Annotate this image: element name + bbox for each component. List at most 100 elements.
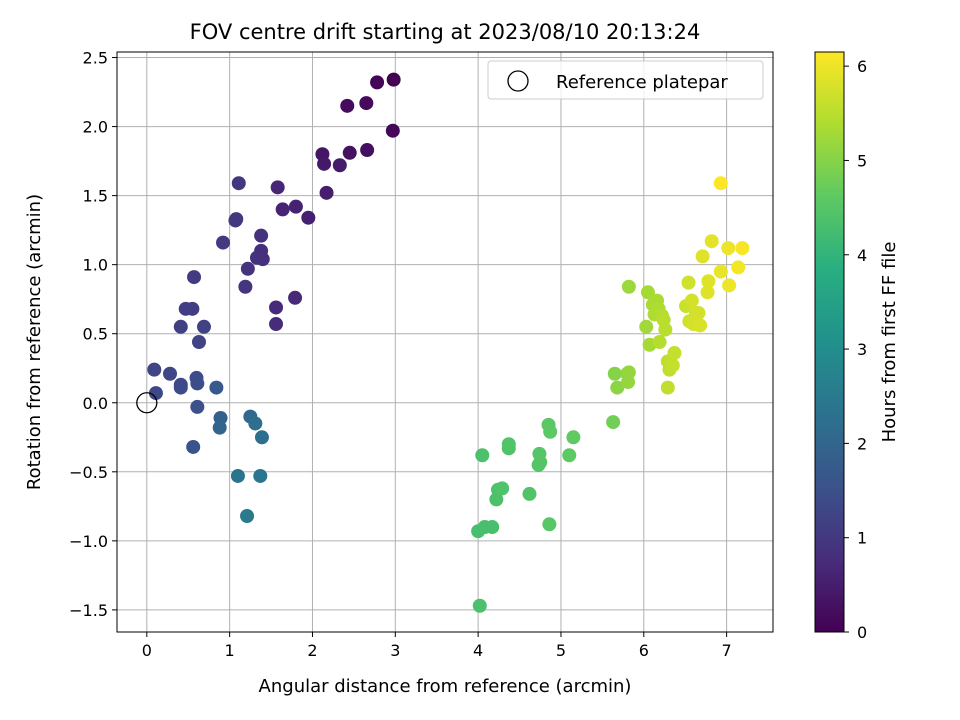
data-point [607, 366, 622, 381]
data-point [196, 319, 211, 334]
y-tick-label: 2.0 [83, 118, 108, 137]
data-point [667, 346, 682, 361]
reference-platepar-marker [136, 392, 158, 414]
data-point [230, 468, 245, 483]
data-point [701, 274, 716, 289]
data-point [190, 376, 205, 391]
data-point [370, 75, 385, 90]
data-point [562, 448, 577, 463]
data-point [621, 279, 636, 294]
colorbar-gradient [814, 51, 845, 633]
data-point [721, 241, 736, 256]
grid-lines [117, 52, 773, 632]
colorbar: 0 1 2 3 4 5 6 Hours from first FF file [814, 51, 900, 642]
colorbar-tick-label: 5 [857, 151, 867, 170]
data-point [543, 424, 558, 439]
data-point [713, 264, 728, 279]
data-point [693, 318, 708, 333]
data-point [173, 319, 188, 334]
data-point [216, 235, 231, 250]
plot-frame [116, 51, 774, 633]
colorbar-tick-label: 2 [857, 434, 867, 453]
legend-box [487, 60, 764, 100]
data-point [532, 446, 547, 461]
data-point [681, 275, 696, 290]
colorbar-tick-label: 0 [857, 623, 867, 642]
data-point [640, 285, 655, 300]
data-point [186, 439, 201, 454]
x-tick-label: 1 [225, 641, 235, 660]
data-point [301, 210, 316, 225]
data-point [475, 448, 490, 463]
data-point [665, 358, 680, 373]
data-point [249, 250, 264, 265]
colorbar-tick-label: 1 [857, 529, 867, 548]
data-point [610, 380, 625, 395]
data-points [136, 72, 750, 613]
data-point [190, 399, 205, 414]
x-tick-label: 4 [473, 641, 483, 660]
data-point [192, 335, 206, 349]
colorbar-tick-label: 3 [857, 340, 867, 359]
data-point [332, 158, 347, 173]
y-tick-label: 0.0 [83, 394, 108, 413]
data-point [275, 202, 290, 217]
data-point [359, 96, 374, 111]
data-point [501, 437, 516, 452]
data-point [704, 234, 719, 249]
data-point [658, 322, 673, 337]
data-point [228, 213, 243, 228]
y-tick-label: 2.5 [83, 49, 108, 68]
data-point [269, 317, 284, 332]
x-tick-label: 2 [307, 641, 317, 660]
y-tick-label: −1.5 [69, 601, 108, 620]
colorbar-tick-label: 4 [857, 246, 867, 265]
data-point [269, 300, 284, 315]
x-tick-label: 5 [556, 641, 566, 660]
data-point [735, 241, 750, 256]
y-tick-label: 1.5 [83, 187, 108, 206]
chart-title: FOV centre drift starting at 2023/08/10 … [190, 20, 701, 44]
data-point [238, 279, 253, 294]
data-point [522, 486, 537, 501]
data-point [147, 362, 162, 377]
data-point [386, 72, 401, 87]
data-point [254, 228, 269, 243]
data-point [660, 380, 675, 395]
data-point [270, 180, 285, 195]
data-point [722, 278, 737, 293]
data-point [472, 598, 487, 613]
data-point [342, 145, 357, 160]
data-point [288, 290, 303, 305]
legend-entry-label: Reference platepar [556, 72, 728, 93]
data-point [178, 301, 193, 316]
data-point [731, 260, 746, 275]
x-tick-label: 7 [722, 641, 732, 660]
data-point [148, 386, 163, 401]
data-point [240, 261, 255, 276]
data-point [691, 306, 706, 320]
data-point [639, 319, 654, 334]
colorbar-ticks: 0 1 2 3 4 5 6 [844, 57, 867, 642]
data-point [621, 375, 636, 390]
data-point [542, 517, 557, 532]
data-point [340, 98, 355, 113]
colorbar-label: Hours from first FF file [879, 242, 900, 443]
data-point [253, 468, 268, 483]
data-point [187, 270, 202, 285]
data-point [317, 156, 332, 171]
data-point [173, 380, 188, 395]
y-tick-label: −1.0 [69, 532, 108, 551]
x-tick-label: 6 [639, 641, 649, 660]
y-tick-label: 1.0 [83, 256, 108, 275]
data-point [231, 176, 246, 191]
data-point [713, 176, 728, 191]
data-point [385, 123, 400, 138]
data-point [240, 509, 255, 523]
data-point [209, 380, 224, 395]
data-point [319, 185, 334, 200]
data-point [360, 143, 375, 158]
data-point [652, 335, 667, 349]
colorbar-tick-label: 6 [857, 57, 867, 76]
